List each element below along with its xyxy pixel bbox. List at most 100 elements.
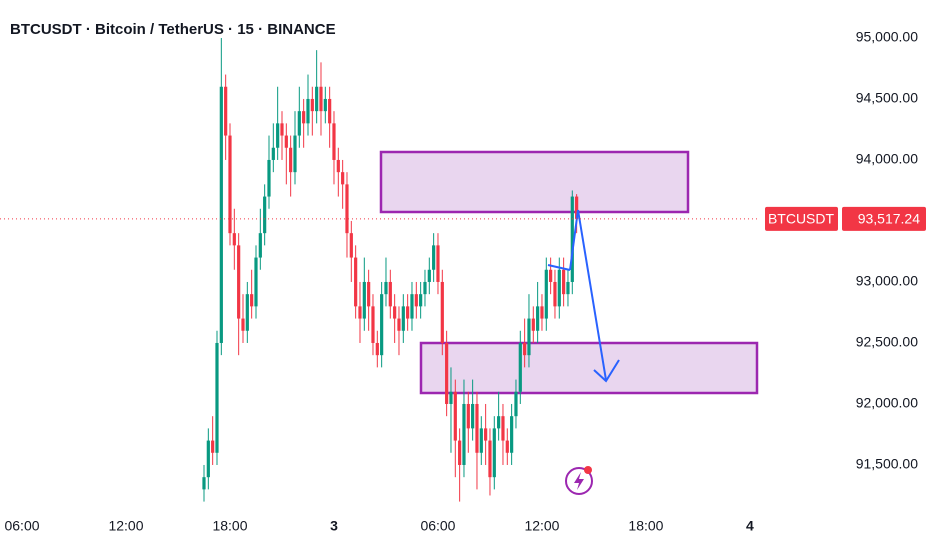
candle-body: [406, 306, 410, 319]
candle-body: [471, 403, 475, 429]
arrow-line: [577, 209, 607, 381]
candle-body: [245, 294, 249, 331]
x-tick-label: 18:00: [212, 518, 247, 534]
bolt-icon: [565, 466, 593, 495]
candle-body: [518, 342, 522, 392]
candle-body: [531, 318, 535, 331]
candle-body: [440, 281, 444, 343]
candles: [202, 37, 579, 502]
candle-body: [557, 269, 561, 307]
icon-bolt: [574, 472, 584, 490]
candle-body: [540, 306, 544, 319]
candle-body: [553, 281, 557, 307]
projection-arrows: [547, 209, 620, 383]
candle-body: [514, 391, 518, 417]
price-badge: [842, 206, 926, 231]
candle-body: [358, 306, 362, 319]
candle-body: [445, 342, 449, 404]
symbol-label: BTCUSDT: [768, 211, 835, 227]
candle-body: [436, 245, 440, 282]
candle-body: [466, 403, 470, 429]
candle-body: [349, 233, 353, 258]
candle-body: [228, 135, 232, 234]
chart-title: BTCUSDT · Bitcoin / TetherUS · 15 · BINA…: [10, 21, 336, 38]
icon-ring: [565, 467, 593, 495]
arrow-line: [547, 264, 571, 271]
candle-body: [497, 416, 501, 429]
y-tick-label: 93,000.00: [856, 273, 918, 289]
supply-zone: [379, 150, 690, 214]
candle-body: [549, 269, 553, 282]
candle-body: [323, 98, 327, 112]
candle-body: [505, 440, 509, 453]
last-price-label: 93,517.24: [858, 211, 920, 227]
candle-body: [332, 123, 336, 160]
x-tick-label: 06:00: [420, 518, 455, 534]
candle-body: [393, 306, 397, 319]
candle-body: [432, 245, 436, 270]
candle-body: [289, 147, 293, 173]
candle-body: [328, 98, 332, 124]
arrow-line: [569, 209, 579, 271]
candle-body: [258, 233, 262, 258]
y-tick-label: 92,500.00: [856, 334, 918, 350]
candle-body: [263, 196, 267, 234]
candle-body: [488, 440, 492, 478]
candle-body: [271, 147, 275, 160]
candle-body: [575, 196, 579, 219]
candle-body: [527, 318, 531, 356]
candle-body: [280, 123, 284, 136]
candle-body: [202, 477, 206, 490]
demand-zone: [419, 341, 759, 395]
y-tick-label: 94,500.00: [856, 90, 918, 106]
candle-body: [479, 428, 483, 453]
candle-body: [362, 281, 366, 319]
candle-body: [336, 159, 340, 173]
candle-body: [284, 135, 288, 148]
candle-body: [354, 257, 358, 307]
candle-body: [536, 306, 540, 331]
candle-body: [219, 86, 223, 343]
candle-body: [267, 159, 271, 197]
y-tick-label: 94,000.00: [856, 151, 918, 167]
candle-body: [224, 86, 228, 136]
candle-body: [414, 294, 418, 307]
candle-body: [375, 342, 379, 356]
candle-body: [241, 318, 245, 331]
arrow-head: [593, 359, 620, 383]
candle-body: [523, 342, 527, 356]
candle-body: [237, 245, 241, 319]
candle-body: [297, 111, 301, 136]
candle-body: [510, 416, 514, 453]
candle-body: [384, 281, 388, 295]
candle-body: [475, 403, 479, 453]
candle-body: [492, 428, 496, 478]
candle-body: [206, 440, 210, 478]
x-tick-label: 06:00: [4, 518, 39, 534]
candle-body: [293, 135, 297, 173]
x-tick-label: 12:00: [524, 518, 559, 534]
candle-body: [215, 342, 219, 453]
x-tick-label: 4: [746, 518, 754, 534]
candle-body: [319, 86, 323, 112]
candle-body: [345, 184, 349, 234]
candle-body: [254, 257, 258, 307]
candle-body: [371, 306, 375, 343]
candle-body: [306, 98, 310, 124]
candle-body: [341, 172, 345, 185]
candle-body: [302, 111, 306, 124]
candle-body: [544, 269, 548, 319]
candle-body: [566, 281, 570, 295]
y-tick-label: 92,000.00: [856, 395, 918, 411]
candle-body: [211, 440, 215, 453]
candle-body: [250, 294, 254, 307]
y-tick-label: 95,000.00: [856, 29, 918, 45]
candle-body: [570, 196, 574, 282]
x-tick-label: 3: [330, 518, 338, 534]
candle-body: [397, 318, 401, 331]
icon-dot: [584, 466, 592, 474]
candle-body: [453, 391, 457, 441]
candle-body: [423, 281, 427, 295]
